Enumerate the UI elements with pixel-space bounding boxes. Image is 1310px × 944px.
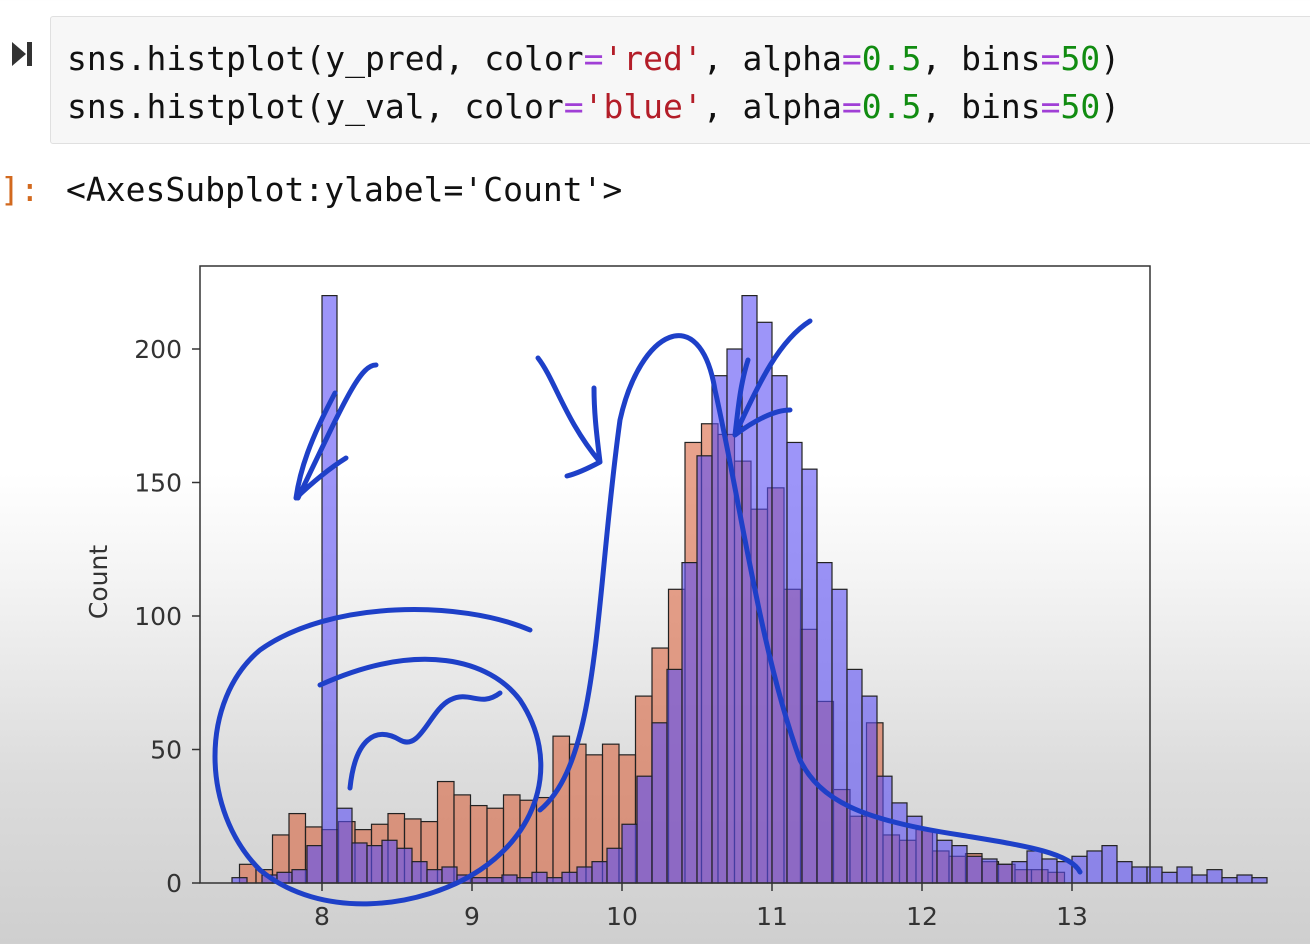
bar-y_val-48 xyxy=(951,845,968,884)
bar-y_val-68 xyxy=(1251,877,1268,884)
bar-y_val-55 xyxy=(1056,861,1073,884)
bar-y_val-54 xyxy=(1041,858,1058,884)
output-text: <AxesSubplot:ylabel='Count'> xyxy=(66,170,623,209)
bar-y_val-17 xyxy=(486,877,503,884)
bar-y_val-58 xyxy=(1101,845,1118,884)
bar-y_val-67 xyxy=(1236,874,1253,884)
bar-y_val-63 xyxy=(1176,866,1193,884)
bar-y_val-47 xyxy=(936,839,953,884)
bar-y_val-46 xyxy=(921,828,938,884)
bar-y_val-41 xyxy=(846,668,863,884)
bar-y_val-26 xyxy=(621,823,638,884)
x-tick-label: 10 xyxy=(606,902,638,931)
y-tick-label: 100 xyxy=(134,602,182,631)
bar-y_pred-19 xyxy=(552,735,571,884)
bar-y_val-36 xyxy=(771,375,788,884)
bar-y_val-31 xyxy=(696,455,713,884)
squiggle-annotation xyxy=(347,690,503,791)
bar-y_val-60 xyxy=(1131,866,1148,884)
bar-y_val-6 xyxy=(321,295,338,884)
bar-y_val-10 xyxy=(381,839,398,884)
y-tick-label: 150 xyxy=(134,469,182,498)
bar-y_val-30 xyxy=(681,561,698,884)
bar-y_val-39 xyxy=(816,561,833,884)
bar-y_val-52 xyxy=(1011,861,1028,884)
bar-y_val-66 xyxy=(1221,877,1238,884)
bar-y_val-64 xyxy=(1191,874,1208,884)
bar-y_val-53 xyxy=(1026,850,1043,884)
bar-y_val-50 xyxy=(981,858,998,884)
bar-y_val-32 xyxy=(711,375,728,884)
handwritten-annotations xyxy=(212,318,1083,907)
bar-y_val-62 xyxy=(1161,871,1178,884)
circle-annotation xyxy=(212,607,544,907)
bar-y_val-65 xyxy=(1206,869,1223,884)
bar-y_val-25 xyxy=(606,847,623,884)
arrow-annotation-left xyxy=(293,362,379,501)
x-tick-label: 11 xyxy=(756,902,788,931)
output-prompt: ]: xyxy=(0,170,40,209)
y-tick-label: 50 xyxy=(150,736,182,765)
bar-y_val-16 xyxy=(471,877,488,884)
bar-y_val-37 xyxy=(786,441,803,884)
curve-annotation xyxy=(537,333,1083,875)
bar-y_val-9 xyxy=(366,845,383,884)
code-cell[interactable]: sns.histplot(y_pred, color='red', alpha=… xyxy=(50,16,1310,144)
bar-y_val-8 xyxy=(351,842,368,884)
bar-y_val-12 xyxy=(411,861,428,884)
bar-y_val-57 xyxy=(1086,850,1103,884)
plot-frame xyxy=(199,265,1151,884)
bar-y_val-51 xyxy=(996,863,1013,884)
bar-y_val-21 xyxy=(546,877,563,884)
y-axis-label: Count xyxy=(84,545,113,619)
code-line-1: sns.histplot(y_pred, color='red', alpha=… xyxy=(67,39,1121,78)
bar-y_val-38 xyxy=(801,468,818,884)
arrow-annotation-right xyxy=(732,318,813,438)
bar-y_val-49 xyxy=(966,855,983,884)
bar-y_val-19 xyxy=(516,877,533,884)
x-tick-label: 9 xyxy=(464,902,480,931)
code-line-2: sns.histplot(y_val, color='blue', alpha=… xyxy=(67,87,1121,126)
bar-y_val-24 xyxy=(591,861,608,884)
bar-y_val-42 xyxy=(861,695,878,884)
bar-y_val-22 xyxy=(561,871,578,884)
bar-y_val-40 xyxy=(831,588,848,884)
bar-y_val-7 xyxy=(336,807,353,884)
bar-y_val-0 xyxy=(231,877,248,884)
bar-y_val-11 xyxy=(396,847,413,884)
x-tick-label: 8 xyxy=(314,902,330,931)
bar-y_val-27 xyxy=(636,775,653,884)
x-tick-label: 12 xyxy=(906,902,938,931)
bar-y_val-13 xyxy=(426,869,443,884)
y-tick-label: 0 xyxy=(166,869,182,898)
bar-y_val-4 xyxy=(291,869,308,884)
x-tick-label: 13 xyxy=(1056,902,1088,931)
bar-y_val-43 xyxy=(876,775,893,884)
bar-y_val-44 xyxy=(891,802,908,884)
run-cell-icon[interactable] xyxy=(8,38,36,70)
bar-y_val-20 xyxy=(531,871,548,884)
bar-y_val-18 xyxy=(501,874,518,884)
bar-y_pred-15 xyxy=(486,807,505,884)
bar-y_val-59 xyxy=(1116,861,1133,884)
bar-y_val-29 xyxy=(666,668,683,884)
y-tick-label: 200 xyxy=(134,335,182,364)
bar-y_val-5 xyxy=(306,845,323,884)
bar-y_val-14 xyxy=(441,866,458,884)
bar-y_val-28 xyxy=(651,722,668,884)
bar-y_val-23 xyxy=(576,866,593,884)
arrow-annotation-middle xyxy=(535,355,603,479)
